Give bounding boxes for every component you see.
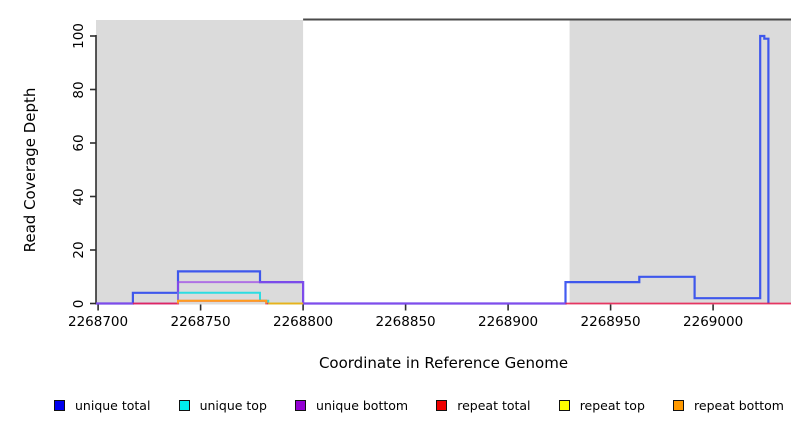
x-tick-label: 2268850 [375,314,436,330]
legend-label: unique total [75,398,151,413]
y-tick-label: 0 [71,299,87,308]
legend-item-repeat-bottom: repeat bottom [673,398,784,413]
shaded-region [96,20,304,305]
series-line-repeat-bottom [177,299,268,304]
legend-swatch-unique-top [178,400,190,411]
y-tick-label: 60 [71,134,87,152]
x-tick-label: 2269000 [683,314,744,330]
legend-label: repeat bottom [694,398,784,413]
legend-swatch-repeat-bottom [673,400,685,411]
legend-item-unique-total: unique total [54,398,150,413]
legend-swatch-unique-total [54,400,65,411]
y-tick-label: 40 [71,187,87,206]
legend-item-repeat-top: repeat top [558,398,645,413]
y-axis-title: Read Coverage Depth [21,87,39,253]
y-tick-label: 80 [71,80,87,99]
legend-swatch-unique-bottom [295,400,307,411]
x-tick-label: 2268950 [580,314,641,330]
x-tick-label: 2268900 [478,314,539,330]
legend-item-unique-bottom: unique bottom [295,398,408,413]
x-axis-title: Coordinate in Reference Genome [318,354,569,372]
y-tick-label: 100 [71,23,87,49]
legend-label: repeat total [457,398,531,413]
legend-label: unique top [199,398,267,413]
legend-swatch-repeat-top [558,400,570,411]
y-tick-label: 20 [71,241,87,259]
x-tick-label: 2268800 [273,314,334,330]
legend-label: repeat top [579,398,645,413]
shaded-region [569,20,791,305]
legend-swatch-repeat-total [436,400,448,411]
legend-item-repeat-total: repeat total [436,398,531,413]
legend-item-unique-top: unique top [178,398,267,413]
legend: unique total unique top unique bottom repea… [54,398,784,413]
x-tick-label: 2268750 [170,314,231,330]
x-tick-label: 2268700 [67,314,129,330]
legend-label: unique bottom [316,398,409,413]
